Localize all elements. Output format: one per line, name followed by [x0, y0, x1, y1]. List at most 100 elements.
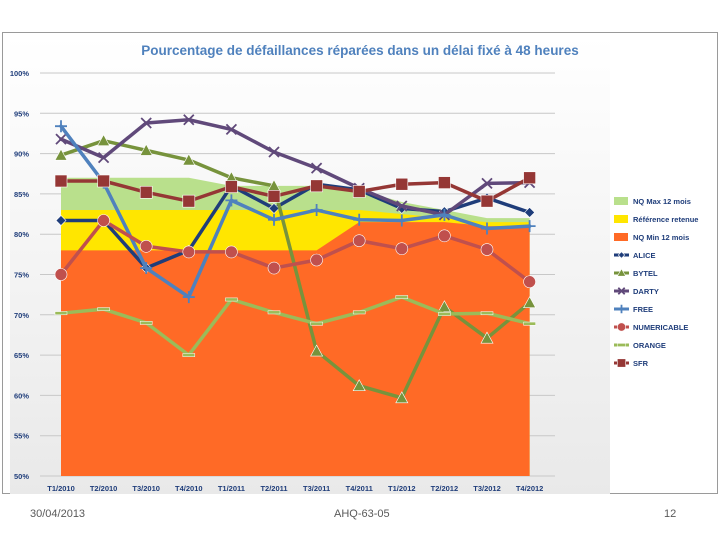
x-tick-label: T3/2010 — [132, 484, 160, 493]
point-sfr — [97, 174, 110, 188]
point-bytel — [310, 344, 324, 357]
legend-marker — [617, 251, 626, 259]
x-tick-label: T1/2012 — [388, 484, 416, 493]
point-alice — [55, 215, 67, 226]
point-orange — [310, 321, 323, 326]
area-nq-min-12-mois — [61, 222, 530, 476]
point-orange — [352, 310, 366, 315]
point-darty — [225, 123, 238, 136]
point-free — [310, 204, 323, 217]
series-line-numericable — [59, 218, 532, 284]
y-tick-label: 85% — [14, 190, 29, 199]
areas — [61, 177, 530, 476]
y-tick-label: 80% — [14, 230, 29, 239]
point-sfr — [225, 180, 238, 193]
point-numericable — [225, 245, 238, 259]
x-tick-label: T2/2010 — [90, 484, 118, 493]
point-darty — [481, 177, 493, 190]
point-darty — [310, 162, 323, 174]
point-numericable — [395, 242, 409, 256]
point-bytel — [395, 391, 409, 404]
legend-marker — [616, 358, 626, 368]
point-orange — [225, 297, 238, 302]
point-darty — [97, 151, 110, 164]
legend-swatch — [614, 215, 628, 223]
point-free — [438, 208, 451, 221]
series-line-orange — [59, 295, 532, 357]
legend-label: ORANGE — [633, 341, 666, 350]
point-free — [55, 120, 67, 133]
point-bytel — [97, 134, 111, 147]
point-numericable — [438, 229, 451, 243]
y-tick-label: 70% — [14, 311, 29, 320]
point-numericable — [480, 243, 494, 256]
y-tick-label: 65% — [14, 351, 29, 360]
y-tick-label: 95% — [14, 109, 29, 118]
x-tick-label: T1/2011 — [218, 484, 245, 493]
y-tick-label: 100% — [10, 69, 30, 78]
y-tick-label: 60% — [14, 391, 29, 400]
point-sfr — [438, 176, 451, 189]
point-numericable — [97, 214, 110, 227]
y-tick-label: 55% — [14, 432, 29, 441]
point-sfr — [480, 194, 494, 208]
legend-label: FREE — [633, 305, 653, 314]
point-numericable — [310, 253, 323, 267]
point-free — [225, 194, 238, 207]
legend-label: DARTY — [633, 287, 659, 296]
x-tick-label: T2/2012 — [431, 484, 459, 493]
point-bytel — [352, 379, 366, 392]
footer-page-number: 12 — [664, 508, 677, 520]
point-numericable — [352, 234, 366, 247]
point-free — [353, 213, 366, 226]
legend-swatch — [614, 233, 628, 241]
point-orange — [54, 311, 68, 316]
point-free — [395, 214, 408, 227]
series-line-sfr — [59, 176, 532, 203]
point-bytel — [139, 143, 153, 156]
point-sfr — [182, 194, 196, 208]
legend-marker — [617, 304, 626, 314]
axes: 50% 55% 60% 65% 70% 75% 80% 85% 90% 95% 100% T1/201… — [10, 69, 544, 493]
point-sfr — [139, 185, 153, 199]
series-line-darty — [59, 117, 532, 217]
point-orange — [97, 307, 110, 312]
point-numericable — [267, 261, 281, 275]
point-darty — [183, 114, 195, 126]
point-bytel — [54, 148, 68, 161]
point-darty — [55, 133, 67, 145]
point-numericable — [54, 268, 68, 281]
legend-label: Référence retenue — [633, 215, 698, 224]
point-sfr — [352, 185, 366, 198]
point-sfr — [54, 174, 68, 188]
point-orange — [182, 353, 196, 357]
legend-label: SFR — [633, 359, 649, 368]
legend-marker — [616, 268, 627, 277]
point-alice — [524, 207, 536, 218]
point-bytel — [523, 296, 537, 309]
x-tick-label: T3/2012 — [473, 484, 501, 493]
legend-label: NQ Min 12 mois — [633, 233, 689, 242]
x-tick-label: T2/2011 — [260, 484, 287, 493]
y-tick-label: 90% — [14, 150, 29, 159]
series-line-bytel — [59, 138, 532, 400]
series-lines — [54, 114, 537, 404]
chart-title: Pourcentage de défaillances réparées dan… — [141, 43, 578, 58]
series-line-free — [59, 124, 532, 299]
legend-marker — [617, 343, 626, 347]
legend-label: BYTEL — [633, 269, 658, 278]
point-orange — [480, 311, 494, 316]
point-darty — [396, 200, 408, 212]
point-orange — [267, 310, 281, 315]
point-orange — [523, 321, 536, 326]
legend: NQ Max 12 mois Référence retenue NQ Min 12… — [614, 197, 698, 368]
point-numericable — [139, 239, 153, 253]
point-sfr — [395, 177, 409, 191]
x-tick-label: T4/2010 — [175, 484, 203, 493]
point-numericable — [182, 245, 196, 259]
point-alice — [268, 202, 280, 214]
point-free — [523, 220, 536, 233]
point-darty — [140, 117, 152, 129]
point-numericable — [523, 275, 536, 289]
